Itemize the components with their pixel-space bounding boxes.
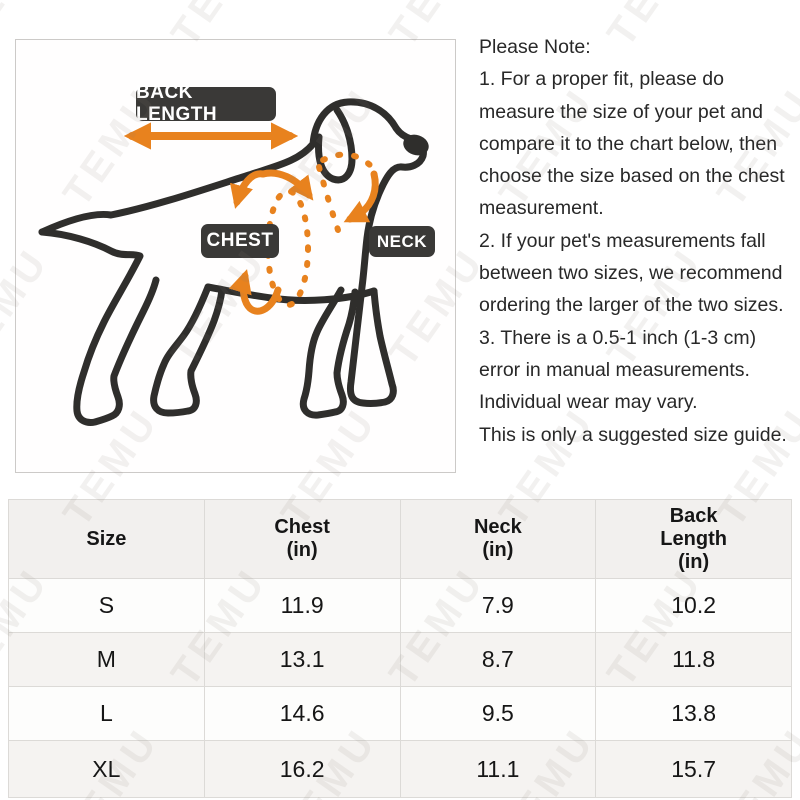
measure-annotations [123,122,379,315]
neck-label-text: NECK [376,231,428,251]
table-cell: 13.1 [203,632,401,687]
table-cell: S [8,578,205,633]
neck-measure-arrow [343,170,379,223]
note-line: 1. For a proper fit, please do [479,68,724,91]
size-table: Size Chest (in) Neck (in) Back Length (i… [8,499,792,798]
note-line: measurement. [479,197,604,220]
table-cell: 11.9 [203,578,401,633]
table-cell: 7.9 [399,578,597,633]
neck-label: NECK [369,226,435,257]
note-line: This is only a suggested size guide. [479,423,787,446]
note-line: choose the size based on the chest [479,165,785,188]
note-line: Please Note: [479,36,591,58]
dog-outline [38,98,427,426]
table-cell: 13.8 [595,686,792,741]
table-cell: 15.7 [595,740,792,798]
table-row-m: M 13.1 8.7 11.8 [8,632,792,687]
note-line: error in manual measurements. [479,358,750,381]
table-row-xl: XL 16.2 11.1 15.7 [8,740,792,798]
table-cell: 10.2 [595,578,792,633]
chest-under-arc [228,269,282,315]
table-row-s: S 11.9 7.9 10.2 [8,578,792,633]
table-cell: M [8,632,205,687]
table-header-cell-back-length: Back Length (in) [595,499,792,579]
table-header-cell-chest: Chest (in) [203,499,401,579]
note-line: measure the size of your pet and [479,100,763,123]
dog-measurement-diagram: BACK LENGTH CHEST NECK [15,39,456,473]
table-cell: 8.7 [399,632,597,687]
neck-dashed-collar [316,151,376,233]
table-cell: 9.5 [399,686,597,741]
note-line: 2. If your pet's measurements fall [479,229,766,252]
back-length-label-text: BACK LENGTH [136,82,218,125]
note-line: ordering the larger of the two sizes. [479,294,784,317]
chest-girth-dashed-ellipse [265,188,311,308]
table-cell: 14.6 [203,686,401,741]
back-length-label: BACK LENGTH [136,82,276,125]
chest-measure-arc [229,169,314,209]
dog-nose [403,134,429,156]
dog-line-art [38,98,429,426]
table-header-row: Size Chest (in) Neck (in) Back Length (i… [8,499,792,579]
chest-label: CHEST [201,224,279,258]
table-row-l: L 14.6 9.5 13.8 [8,686,792,741]
table-cell: 11.1 [399,740,597,798]
note-line: Individual wear may vary. [479,391,698,414]
table-cell: 16.2 [203,740,401,798]
table-cell: XL [8,740,205,798]
table-cell: L [8,686,205,741]
note-line: between two sizes, we recommend [479,262,783,285]
table-header-cell-neck: Neck (in) [399,499,597,579]
table-header-cell-size: Size [8,499,205,579]
note-text: Please Note: 1. For a proper fit, please… [479,31,799,451]
table-cell: 11.8 [595,632,792,687]
chest-label-text: CHEST [206,230,274,251]
note-line: 3. There is a 0.5-1 inch (1-3 cm) [479,326,757,349]
note-line: compare it to the chart below, then [479,132,778,155]
